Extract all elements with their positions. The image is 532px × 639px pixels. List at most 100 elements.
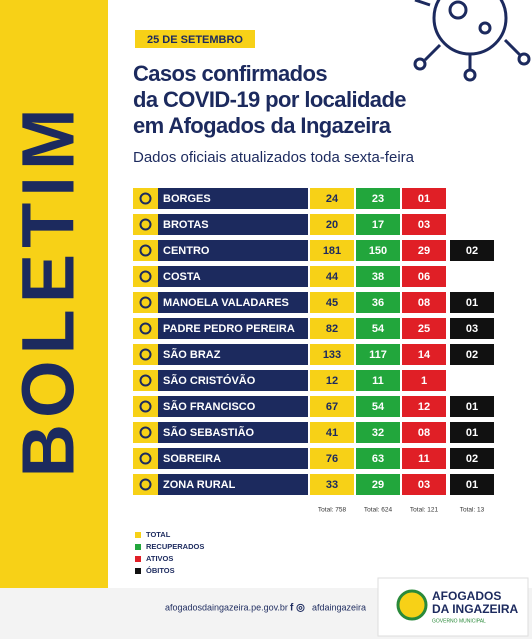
value: 17 [372,219,384,231]
legend-label: ÓBITOS [146,566,175,575]
name-cell [133,422,308,443]
value: 82 [326,323,338,335]
name-cell [133,370,308,391]
value-cell [450,292,494,313]
value: 06 [418,271,430,283]
side-label: BOLETIM [7,103,90,478]
locality: SÃO CRISTÓVÃO [163,374,256,387]
value: 76 [326,453,338,465]
value-cell [450,422,494,443]
value-cell [310,344,354,365]
pin-icon [139,478,152,491]
value-cell [310,370,354,391]
value: 23 [372,193,384,205]
value-cell [356,422,400,443]
value: 29 [418,245,430,257]
value: 24 [326,193,339,205]
locality: COSTA [163,271,201,283]
name-cell [133,292,308,313]
website: afogadosdaingazeira.pe.gov.br [165,602,288,612]
name-cell [133,344,308,365]
value: 02 [466,453,478,465]
value: 11 [372,375,384,387]
column-total: Total: 13 [460,507,485,514]
value: 181 [323,245,341,257]
value: 54 [372,401,385,413]
value-cell [402,240,446,261]
value: 12 [418,401,430,413]
locality: PADRE PEDRO PEREIRA [163,323,295,335]
value-cell [402,448,446,469]
value-cell [356,266,400,287]
value: 08 [418,297,430,309]
legend-label: TOTAL [146,530,171,539]
name-cell [133,214,308,235]
value: 01 [466,479,478,491]
value: 36 [372,297,384,309]
pin-icon-bg [133,474,158,495]
side-band [0,0,108,588]
name-cell [133,318,308,339]
value: 03 [466,323,478,335]
value-cell [310,422,354,443]
pin-icon-bg [133,370,158,391]
column-total: Total: 624 [364,507,393,514]
value: 25 [418,323,430,335]
value-cell [310,474,354,495]
locality: MANOELA VALADARES [163,297,289,309]
pin-icon-bg [133,448,158,469]
value: 08 [418,427,430,439]
logo-icon [396,589,428,621]
value-cell [310,318,354,339]
value: 02 [466,245,478,257]
value-cell [356,370,400,391]
value-cell [310,292,354,313]
value: 03 [418,219,430,231]
pin-icon-bg [133,422,158,443]
locality: SÃO FRANCISCO [163,400,256,413]
pin-icon [139,426,152,439]
value-cell [310,396,354,417]
pin-icon-bg [133,188,158,209]
value: 44 [326,271,339,283]
social: afdaingazeira [312,602,366,612]
value-cell [402,344,446,365]
value-cell [402,214,446,235]
value: 11 [418,453,430,465]
value-cell [402,396,446,417]
value-cell [402,318,446,339]
locality: ZONA RURAL [163,479,236,491]
value: 133 [323,349,341,361]
value: 67 [326,401,338,413]
legend-swatch [135,556,141,562]
logo-text: AFOGADOS [432,589,501,603]
name-cell [133,396,308,417]
value: 01 [418,193,430,205]
locality: SOBREIRA [163,453,221,465]
name-cell [133,448,308,469]
value: 12 [326,375,338,387]
value-cell [356,188,400,209]
pin-icon [139,322,152,335]
value: 117 [369,349,387,361]
value-cell [310,448,354,469]
pin-icon-bg [133,214,158,235]
value-cell [356,344,400,365]
value-cell [402,266,446,287]
legend-swatch [135,568,141,574]
value: 33 [326,479,338,491]
value: 01 [466,427,478,439]
value-cell [310,188,354,209]
pin-icon [139,400,152,413]
value-cell [450,240,494,261]
name-cell [133,266,308,287]
value-cell [356,318,400,339]
pin-icon-bg [133,396,158,417]
pin-icon [139,374,152,387]
locality: BROTAS [163,219,209,231]
logo-text: GOVERNO MUNICIPAL [432,618,486,624]
value-cell [356,396,400,417]
pin-icon [139,218,152,231]
